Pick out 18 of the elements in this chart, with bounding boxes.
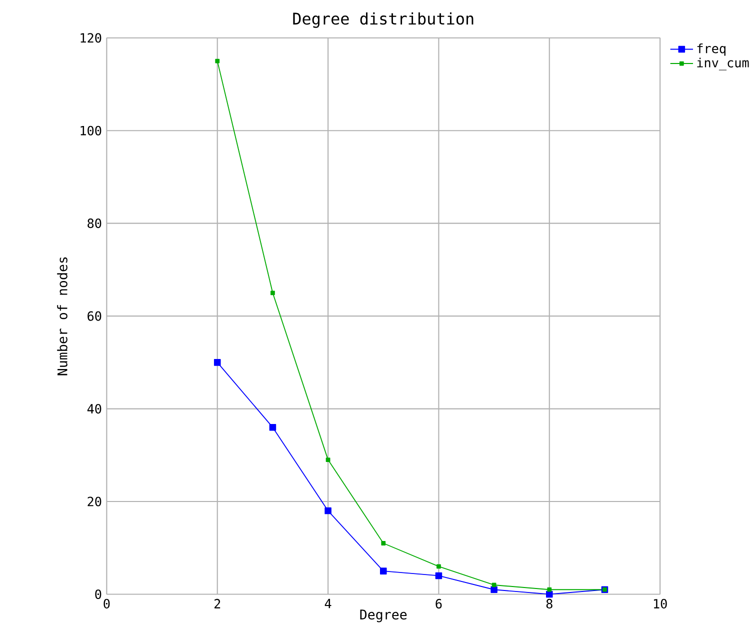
y-tick-label: 0 bbox=[95, 589, 102, 599]
x-tick-label: 10 bbox=[654, 598, 667, 608]
y-tick-label: 60 bbox=[88, 311, 102, 321]
x-tick-label: 8 bbox=[546, 598, 552, 608]
y-tick-label: 120 bbox=[80, 33, 102, 43]
legend-label: freq bbox=[697, 43, 726, 56]
y-tick-label: 40 bbox=[87, 404, 102, 414]
y-axis-title: Number of nodes bbox=[57, 257, 68, 376]
legend-label: inv_cum bbox=[697, 58, 749, 70]
y-tick-label: 100 bbox=[80, 126, 102, 136]
x-tick-label: 2 bbox=[214, 598, 220, 608]
x-tick-label: 0 bbox=[104, 598, 110, 608]
y-tick-label: 80 bbox=[88, 218, 102, 228]
x-tick-label: 4 bbox=[324, 598, 332, 608]
chart-title: Degree distribution bbox=[293, 12, 474, 28]
x-tick-label: 6 bbox=[436, 598, 442, 608]
x-axis-title: Degree bbox=[360, 610, 407, 622]
y-tick-label: 20 bbox=[88, 496, 102, 506]
